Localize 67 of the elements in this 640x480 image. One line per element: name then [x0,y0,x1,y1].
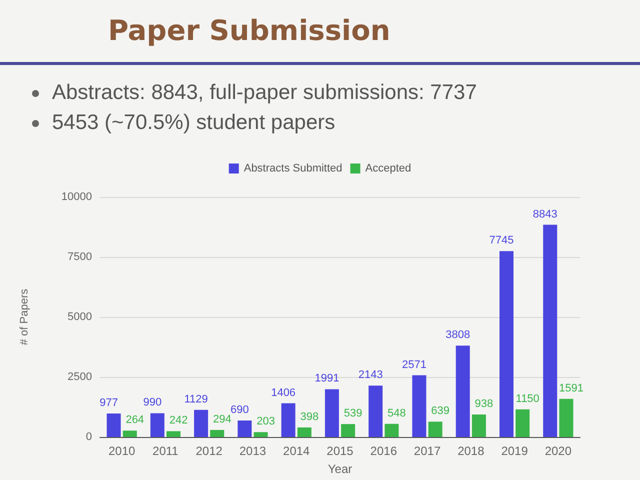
bar [297,427,312,437]
x-tick-label: 2018 [458,444,485,458]
data-label: 203 [256,416,275,428]
bar [516,409,530,437]
bar [122,430,137,437]
bar [106,414,121,437]
data-label: 398 [300,410,319,423]
data-label: 2143 [358,369,383,382]
data-label: 2571 [402,358,426,371]
data-label: 690 [230,404,249,416]
data-label: 639 [431,405,450,418]
bar [456,346,470,437]
y-tick-label: 0 [86,431,92,443]
y-tick-label: 5000 [68,311,92,323]
data-label: 294 [212,413,232,426]
bar [324,389,339,437]
data-label: 1150 [516,392,540,405]
x-tick-label: 2014 [283,444,310,458]
y-tick-label: 10000 [61,191,92,203]
data-label: 539 [344,408,362,420]
x-tick-label: 2010 [108,444,136,458]
bar [341,424,356,437]
x-axis-title: Year [328,462,352,476]
x-tick-label: 2019 [501,444,528,458]
data-label: 548 [388,407,406,420]
text: 5453 (~70.5%) student papers [52,111,336,134]
x-tick-label: 2020 [544,444,572,458]
data-label: 264 [126,414,144,426]
data-label: 3808 [446,329,470,342]
bar [238,420,252,437]
data-label: 938 [474,398,494,410]
data-label: 990 [143,396,162,409]
x-tick-label: 2016 [370,444,398,458]
x-tick-label: 2015 [326,444,354,458]
x-tick-label: 2012 [196,444,223,458]
data-label: 7745 [489,234,514,247]
x-tick-label: 2017 [414,444,441,458]
text: Abstracts: 8843, full-paper submissions: 7737 [52,81,477,104]
x-tick-label: 2013 [239,444,266,458]
bar [384,424,399,437]
y-tick-label: 2500 [68,371,92,383]
bar [412,375,426,437]
chart-title: Paper Submission [108,14,390,47]
bar [472,414,486,437]
data-label: 8843 [532,208,558,220]
bar [428,422,442,437]
bar [166,431,181,437]
bar [559,398,574,437]
bar [194,410,208,437]
data-label: 1991 [314,372,340,385]
bar [281,403,296,437]
bar [368,386,383,437]
x-tick-label: 2011 [152,444,179,458]
y-axis-title: # of Papers [18,288,30,346]
data-label: 1406 [271,386,296,399]
y-tick-label: 7500 [68,251,92,263]
data-label: 977 [100,397,118,410]
bar [543,224,558,437]
data-label: 1591 [558,382,584,394]
data-label: 242 [169,414,188,427]
bar [254,432,268,437]
bar [499,251,514,437]
data-label: 1129 [184,393,208,406]
bar [210,430,224,437]
legend-label: Accepted [365,162,412,174]
legend-label: Abstracts Submitted [244,162,342,174]
bar [150,413,164,437]
